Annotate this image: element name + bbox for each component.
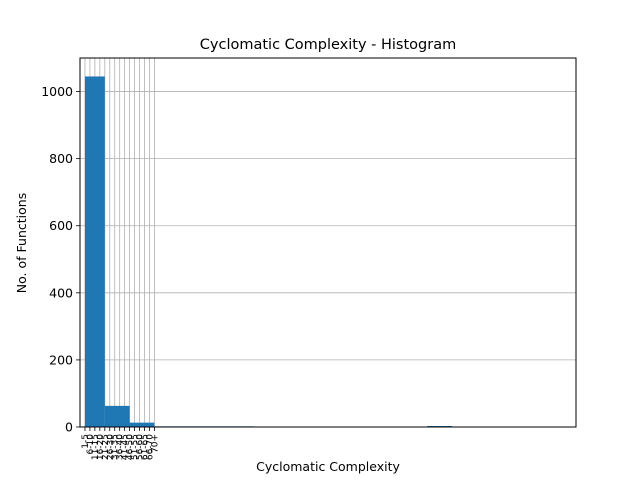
plot-frame: [79, 57, 577, 428]
histogram-bar: [427, 425, 452, 427]
x-tick-label: 31-35: [111, 434, 121, 460]
x-tick-label: 41-45: [121, 434, 131, 460]
y-tick-label: 800: [49, 151, 73, 166]
x-tick-label: 51-55: [131, 434, 141, 460]
y-axis-label: No. of Functions: [14, 193, 29, 293]
x-tick-label: 1-5: [81, 434, 91, 449]
x-tick-label: 16-20: [96, 434, 106, 460]
x-tick-label: 66-70: [145, 434, 155, 460]
x-tick-label: 11-15: [91, 434, 101, 460]
x-axis-label: Cyclomatic Complexity: [256, 459, 400, 474]
y-tick-label: 600: [49, 218, 73, 233]
x-axis-ticks: 1-56-1011-1516-2021-2526-3031-3536-4041-…: [81, 427, 160, 460]
histogram-bar: [129, 422, 155, 427]
chart-title: Cyclomatic Complexity - Histogram: [200, 37, 456, 53]
x-tick-label: 6-10: [86, 434, 96, 455]
x-tick-label: 46-50: [126, 434, 136, 460]
y-tick-label: 0: [65, 420, 73, 435]
x-tick-label: 70+: [150, 434, 160, 453]
x-tick-label: 61-65: [140, 434, 150, 460]
y-tick-label: 400: [49, 285, 73, 300]
y-tick-label: 1000: [41, 84, 73, 99]
x-tick-label: 26-30: [106, 434, 116, 460]
histogram-bar: [104, 405, 130, 427]
histogram-bar: [84, 76, 105, 427]
y-axis-ticks: 0 200 400 600 800 1000: [41, 84, 80, 435]
x-tick-label: 21-25: [101, 434, 111, 460]
x-tick-label: 36-40: [116, 434, 126, 460]
y-tick-label: 200: [49, 352, 73, 367]
x-tick-label: 56-60: [136, 434, 146, 460]
